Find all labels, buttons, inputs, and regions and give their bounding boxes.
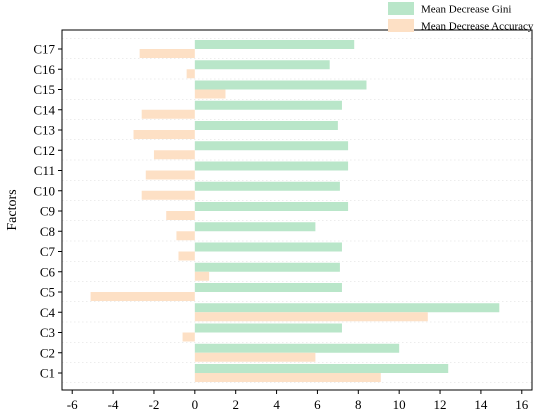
bar-c6-gini (194, 262, 340, 272)
bar-c15-accuracy (194, 89, 226, 99)
y-tick-label: C3 (40, 325, 55, 340)
x-tick-label: 12 (434, 397, 447, 412)
x-tick-label: -6 (67, 397, 78, 412)
legend: Mean Decrease Gini Mean Decrease Accurac… (388, 2, 534, 33)
x-tick-label: 10 (393, 397, 406, 412)
bar-c11-gini (194, 161, 349, 171)
y-axis-title: Factors (5, 189, 20, 230)
legend-label-accuracy: Mean Decrease Accuracy (421, 21, 534, 33)
y-tick-label: C17 (33, 42, 55, 57)
bar-c16-accuracy (186, 69, 195, 79)
y-tick-label: C10 (33, 183, 55, 198)
bar-c8-gini (194, 222, 316, 232)
bar-c17-accuracy (139, 49, 195, 58)
x-tick-label: -4 (108, 397, 119, 412)
bar-c6-accuracy (194, 271, 210, 281)
y-tick-label: C13 (33, 123, 55, 138)
x-tick-label: 2 (232, 397, 239, 412)
bar-c13-gini (194, 121, 338, 130)
bar-c10-gini (194, 181, 340, 191)
y-tick-label: C2 (40, 345, 55, 360)
x-tick-label: -2 (149, 397, 160, 412)
bar-c3-accuracy (182, 332, 195, 342)
bars (90, 40, 500, 382)
y-axis-ticks: C17 C16 C15 C14 C13 C12 C11 C10 C9 C8 C7 C6 C5 C4 C3 C2… (33, 42, 62, 381)
bar-c9-accuracy (166, 211, 195, 220)
y-tick-label: C5 (40, 285, 55, 300)
legend-swatch-accuracy (388, 19, 414, 32)
y-tick-label: C14 (33, 102, 55, 117)
bar-c7-accuracy (178, 251, 195, 261)
bar-c2-accuracy (194, 352, 316, 362)
x-tick-label: 0 (192, 397, 199, 412)
bar-c9-gini (194, 202, 349, 211)
y-tick-label: C6 (40, 264, 56, 279)
bar-c2-gini (194, 343, 400, 353)
bar-c1-accuracy (194, 373, 381, 382)
y-tick-label: C16 (33, 62, 55, 77)
bar-c1-gini (194, 364, 449, 373)
x-tick-label: 6 (314, 397, 321, 412)
bar-c12-gini (194, 141, 349, 151)
x-tick-label: 14 (474, 397, 488, 412)
bar-c8-accuracy (176, 231, 195, 241)
legend-label-gini: Mean Decrease Gini (421, 4, 511, 16)
y-tick-label: C9 (40, 204, 55, 219)
legend-swatch-gini (388, 2, 414, 15)
bar-c10-accuracy (141, 190, 195, 200)
y-tick-label: C1 (40, 366, 55, 381)
bar-c16-gini (194, 60, 330, 70)
bar-c13-accuracy (133, 130, 195, 139)
bar-c5-accuracy (90, 292, 195, 301)
bar-c11-accuracy (145, 170, 195, 180)
y-tick-label: C12 (33, 143, 55, 158)
y-tick-label: C4 (40, 305, 56, 320)
x-tick-label: 4 (273, 397, 280, 412)
bar-c7-gini (194, 242, 342, 252)
bar-c14-accuracy (141, 109, 195, 119)
plot-frame (61, 29, 533, 391)
bar-c17-gini (194, 40, 355, 49)
axes (61, 29, 533, 391)
y-tick-label: C8 (40, 224, 55, 239)
bar-c3-gini (194, 323, 342, 333)
y-tick-label: C7 (40, 244, 56, 259)
y-tick-label: C15 (33, 82, 55, 97)
bar-c4-accuracy (194, 312, 428, 322)
x-axis-ticks: -6 -4 -2 0 2 4 6 8 10 12 14 16 (67, 390, 529, 412)
bar-c5-gini (194, 283, 342, 292)
bar-c15-gini (194, 80, 367, 90)
x-tick-label: 16 (515, 397, 529, 412)
bar-c4-gini (194, 303, 500, 313)
y-tick-label: C11 (34, 163, 55, 178)
bar-c12-accuracy (153, 150, 195, 160)
bar-c14-gini (194, 100, 342, 110)
x-tick-label: 8 (355, 397, 362, 412)
